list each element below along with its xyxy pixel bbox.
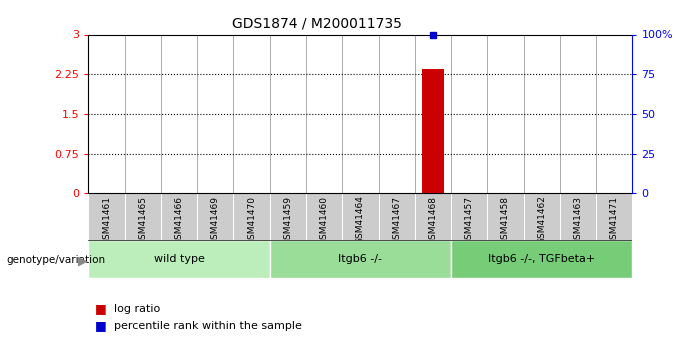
Text: GSM41468: GSM41468: [428, 196, 437, 245]
Text: Itgb6 -/-, TGFbeta+: Itgb6 -/-, TGFbeta+: [488, 254, 596, 264]
Text: GSM41458: GSM41458: [501, 196, 510, 245]
Text: GSM41467: GSM41467: [392, 196, 401, 245]
Bar: [270, 193, 306, 240]
Bar: [88, 193, 124, 240]
Text: GSM41466: GSM41466: [175, 196, 184, 245]
Text: ■: ■: [95, 319, 107, 333]
Text: log ratio: log ratio: [114, 304, 160, 314]
Text: GSM41460: GSM41460: [320, 196, 328, 245]
Text: GSM41463: GSM41463: [573, 196, 583, 245]
Bar: [379, 193, 415, 240]
Bar: [161, 193, 197, 240]
Title: GDS1874 / M200011735: GDS1874 / M200011735: [232, 17, 402, 31]
Bar: [451, 240, 632, 278]
Text: GSM41469: GSM41469: [211, 196, 220, 245]
Bar: [342, 193, 379, 240]
Text: GSM41459: GSM41459: [284, 196, 292, 245]
Text: genotype/variation: genotype/variation: [7, 256, 106, 265]
Bar: [524, 193, 560, 240]
Bar: [233, 193, 270, 240]
Bar: [560, 193, 596, 240]
Bar: [422, 69, 444, 193]
Text: percentile rank within the sample: percentile rank within the sample: [114, 321, 302, 331]
Text: GSM41465: GSM41465: [138, 196, 148, 245]
Text: GSM41470: GSM41470: [247, 196, 256, 245]
Text: wild type: wild type: [154, 254, 205, 264]
Text: ▶: ▶: [78, 254, 88, 267]
Text: GSM41457: GSM41457: [464, 196, 474, 245]
Bar: [488, 193, 524, 240]
Bar: [197, 193, 233, 240]
Bar: [124, 193, 161, 240]
Bar: [415, 193, 451, 240]
Bar: [88, 240, 270, 278]
Text: GSM41462: GSM41462: [537, 196, 546, 244]
Text: GSM41464: GSM41464: [356, 196, 365, 244]
Text: GSM41471: GSM41471: [610, 196, 619, 245]
Bar: [451, 193, 488, 240]
Bar: [270, 240, 451, 278]
Text: Itgb6 -/-: Itgb6 -/-: [339, 254, 382, 264]
Bar: [306, 193, 342, 240]
Text: GSM41461: GSM41461: [102, 196, 111, 245]
Bar: [596, 193, 632, 240]
Text: ■: ■: [95, 302, 107, 315]
